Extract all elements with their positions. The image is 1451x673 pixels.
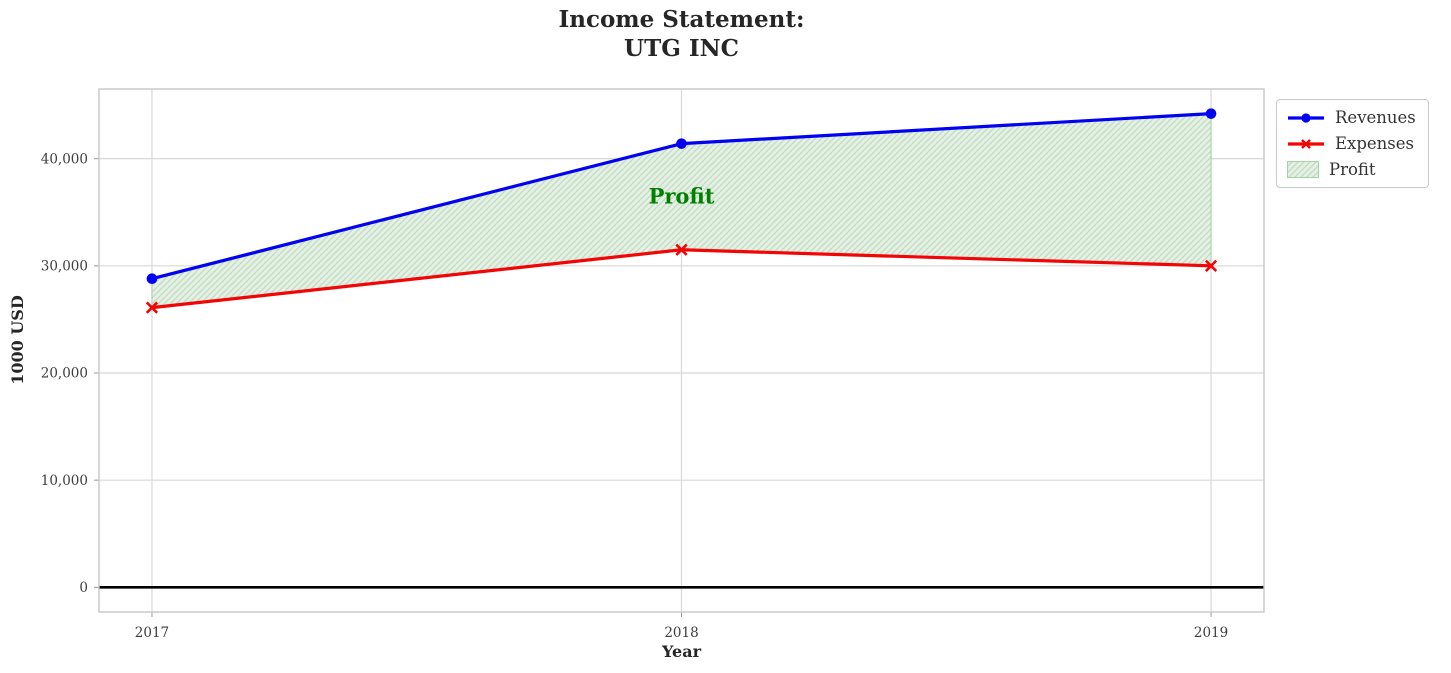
y-tick-label: 40,000 [41, 151, 88, 167]
revenues-line-icon [1288, 112, 1324, 123]
x-tick-labels: 2017 2018 2019 [135, 625, 1228, 641]
y-tick-label: 30,000 [41, 258, 88, 274]
revenues-marker [146, 273, 158, 284]
legend-item-revenues: Revenues [1287, 108, 1416, 127]
expenses-marker [145, 301, 159, 314]
y-tick-label: 0 [79, 580, 88, 596]
x-tick-label: 2019 [1194, 625, 1228, 641]
legend-label-profit: Profit [1329, 160, 1376, 179]
plot-border [98, 88, 1265, 613]
profit-annotation: Profit [649, 184, 715, 209]
profit-patch-icon [1287, 161, 1319, 178]
expenses-marker [1204, 259, 1218, 272]
legend: Revenues Expenses Profit [1276, 99, 1429, 188]
revenues-series [146, 108, 1217, 284]
chart-title-line2: UTG INC [624, 35, 739, 62]
legend-item-profit: Profit [1287, 160, 1416, 179]
x-tick-label: 2018 [664, 625, 698, 641]
expenses-marker [675, 243, 688, 256]
revenues-marker [676, 138, 687, 149]
chart-title-line1: Income Statement: [558, 6, 805, 33]
x-axis-label: Year [661, 642, 701, 661]
y-axis-label: 1000 USD [8, 295, 27, 385]
expenses-line-icon [1288, 138, 1324, 149]
expenses-series [145, 243, 1218, 314]
legend-item-expenses: Expenses [1287, 134, 1416, 153]
revenues-marker [1205, 108, 1217, 119]
y-tick-label: 10,000 [41, 473, 88, 489]
legend-label-expenses: Expenses [1335, 134, 1415, 153]
y-tick-label: 20,000 [41, 366, 88, 382]
chart-title: Income Statement: UTG INC [99, 5, 1264, 63]
x-tick-label: 2017 [135, 625, 169, 641]
legend-label-revenues: Revenues [1335, 108, 1416, 127]
y-tick-labels: 0 10,000 20,000 30,000 40,000 [41, 151, 88, 596]
